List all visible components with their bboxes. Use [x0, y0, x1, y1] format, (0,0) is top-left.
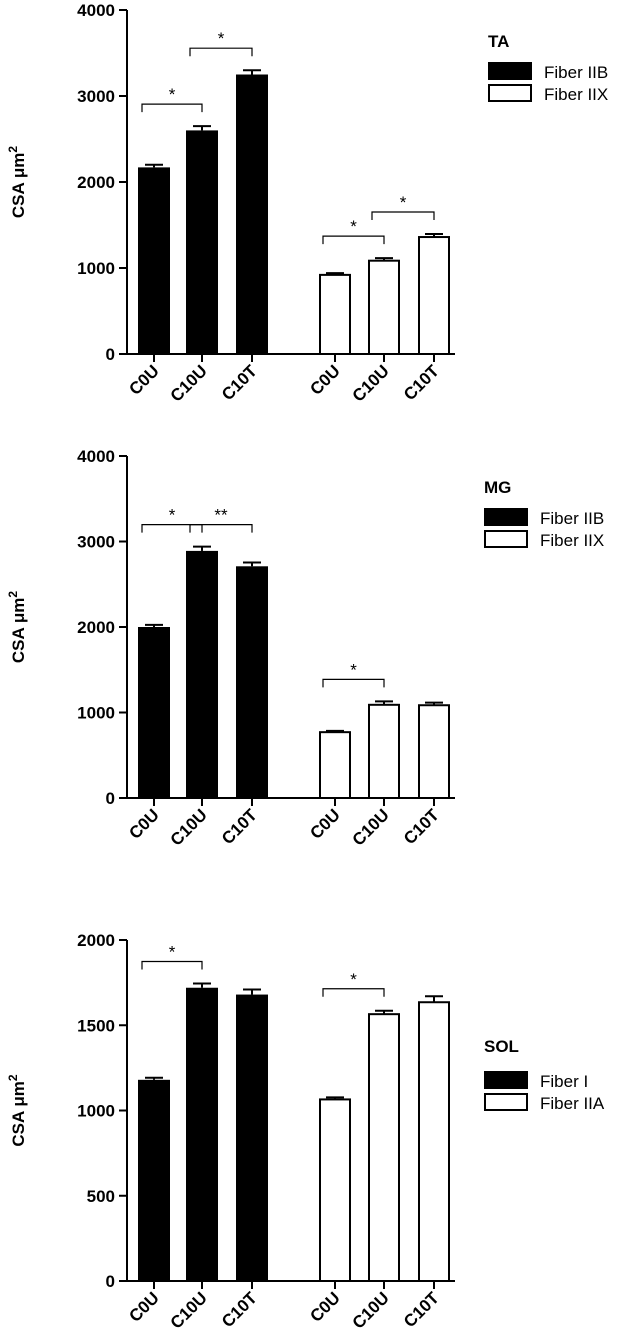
x-tick-label: C0U — [306, 361, 343, 398]
x-tick-label: C0U — [125, 361, 162, 398]
x-tick-label: C10T — [218, 805, 261, 848]
y-tick-label: 1000 — [77, 704, 115, 723]
legend-swatch — [484, 508, 528, 526]
y-tick-label: 3000 — [77, 533, 115, 552]
x-tick-label: C10T — [400, 805, 443, 848]
legend-title: SOL — [484, 1037, 519, 1056]
significance-label: * — [350, 217, 357, 236]
x-tick-label: C10U — [167, 361, 211, 405]
y-axis-label-text: CSA μm — [9, 1081, 28, 1147]
y-axis-label-superscript: 2 — [6, 591, 20, 598]
x-tick-label: C0U — [125, 805, 162, 842]
bar — [418, 236, 450, 355]
x-tick-label: C10T — [400, 361, 443, 404]
x-tick-label: C0U — [306, 805, 343, 842]
bar — [138, 627, 170, 798]
x-tick-label: C10U — [167, 805, 211, 849]
legend-label: Fiber IIB — [540, 509, 604, 528]
significance-bracket — [141, 103, 203, 113]
legend-swatch — [484, 1093, 528, 1111]
significance-label: * — [169, 942, 176, 961]
legend-swatch — [488, 62, 532, 80]
legend-title: MG — [484, 478, 511, 497]
legend-swatch — [484, 1071, 528, 1089]
legend-label: Fiber I — [540, 1072, 588, 1091]
significance-bracket — [141, 960, 203, 970]
y-axis-label-text: CSA μm — [9, 598, 28, 664]
significance-bracket — [371, 211, 435, 221]
significance-bracket — [189, 47, 253, 57]
y-tick-label: 1000 — [77, 259, 115, 278]
y-tick-label: 4000 — [77, 1, 115, 20]
y-tick-label: 500 — [87, 1187, 115, 1206]
bar — [319, 731, 351, 799]
significance-bracket — [189, 524, 253, 533]
y-axis-label-text: CSA μm — [9, 153, 28, 219]
bar — [186, 130, 218, 354]
significance-label: * — [218, 29, 225, 48]
y-tick-label: 1000 — [77, 1102, 115, 1121]
bar — [186, 550, 218, 798]
x-tick-label: C0U — [306, 1288, 343, 1325]
y-tick-label: 2000 — [77, 618, 115, 637]
bar — [418, 704, 450, 799]
x-tick-label: C10T — [400, 1288, 443, 1331]
legend-label: Fiber IIA — [540, 1094, 605, 1113]
y-axis-label: CSA μm2 — [6, 1074, 28, 1147]
significance-bracket — [322, 678, 385, 688]
x-tick-label: C10U — [349, 361, 393, 405]
y-tick-label: 0 — [106, 345, 115, 364]
bar — [418, 1001, 450, 1282]
y-axis-label-superscript: 2 — [6, 146, 20, 153]
y-axis-label: CSA μm2 — [6, 591, 28, 664]
y-tick-label: 2000 — [77, 173, 115, 192]
legend-title: TA — [488, 32, 509, 51]
significance-label: * — [350, 970, 357, 989]
legend-swatch — [484, 530, 528, 548]
legend-label: Fiber IIX — [540, 531, 604, 550]
significance-label: * — [169, 85, 176, 104]
bar — [236, 74, 268, 354]
y-tick-label: 4000 — [77, 447, 115, 466]
significance-bracket — [141, 524, 203, 533]
y-tick-label: 3000 — [77, 87, 115, 106]
y-tick-label: 0 — [106, 1272, 115, 1291]
bar — [138, 1079, 170, 1281]
y-axis-label-superscript: 2 — [6, 1074, 20, 1081]
significance-bracket — [322, 988, 385, 997]
bar — [138, 167, 170, 354]
bar — [368, 259, 400, 355]
significance-label: * — [169, 506, 176, 525]
significance-bracket — [322, 235, 385, 245]
y-tick-label: 0 — [106, 789, 115, 808]
y-tick-label: 1500 — [77, 1016, 115, 1035]
bar — [319, 273, 351, 356]
significance-label: * — [350, 660, 357, 679]
significance-label: ** — [214, 506, 228, 525]
legend-label: Fiber IIB — [544, 63, 608, 82]
x-tick-label: C10T — [218, 361, 261, 404]
x-tick-label: C0U — [125, 1288, 162, 1325]
x-tick-label: C10U — [349, 1288, 393, 1332]
bar — [319, 1098, 351, 1282]
legend-label: Fiber IIX — [544, 85, 608, 104]
legend-swatch — [488, 84, 532, 102]
y-axis-label: CSA μm2 — [6, 146, 28, 219]
bar — [368, 1013, 400, 1282]
bar — [368, 703, 400, 799]
x-tick-label: C10T — [218, 1288, 261, 1331]
x-tick-label: C10U — [349, 805, 393, 849]
bar — [236, 994, 268, 1281]
x-tick-label: C10U — [167, 1288, 211, 1332]
bar — [236, 566, 268, 798]
bar — [186, 987, 218, 1281]
significance-label: * — [400, 193, 407, 212]
y-tick-label: 2000 — [77, 931, 115, 950]
